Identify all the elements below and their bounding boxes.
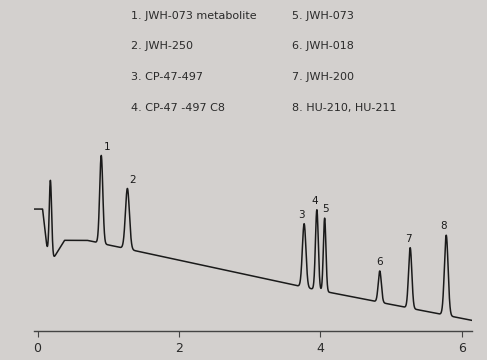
Text: 3. CP-47-497: 3. CP-47-497 <box>131 72 204 82</box>
Text: 4. CP-47 -497 C8: 4. CP-47 -497 C8 <box>131 103 225 113</box>
Text: 7. JWH-200: 7. JWH-200 <box>292 72 354 82</box>
Text: 7: 7 <box>405 234 412 244</box>
Text: 2. JWH-250: 2. JWH-250 <box>131 41 193 51</box>
Text: 1: 1 <box>103 141 110 152</box>
Text: 8: 8 <box>441 221 447 231</box>
Text: 5. JWH-073: 5. JWH-073 <box>292 11 354 21</box>
Text: 3: 3 <box>298 210 304 220</box>
Text: 5: 5 <box>322 204 329 214</box>
Text: 1. JWH-073 metabolite: 1. JWH-073 metabolite <box>131 11 257 21</box>
Text: 6. JWH-018: 6. JWH-018 <box>292 41 354 51</box>
Text: 2: 2 <box>130 175 136 185</box>
Text: 6: 6 <box>376 257 383 267</box>
Text: 4: 4 <box>312 196 318 206</box>
Text: 8. HU-210, HU-211: 8. HU-210, HU-211 <box>292 103 397 113</box>
